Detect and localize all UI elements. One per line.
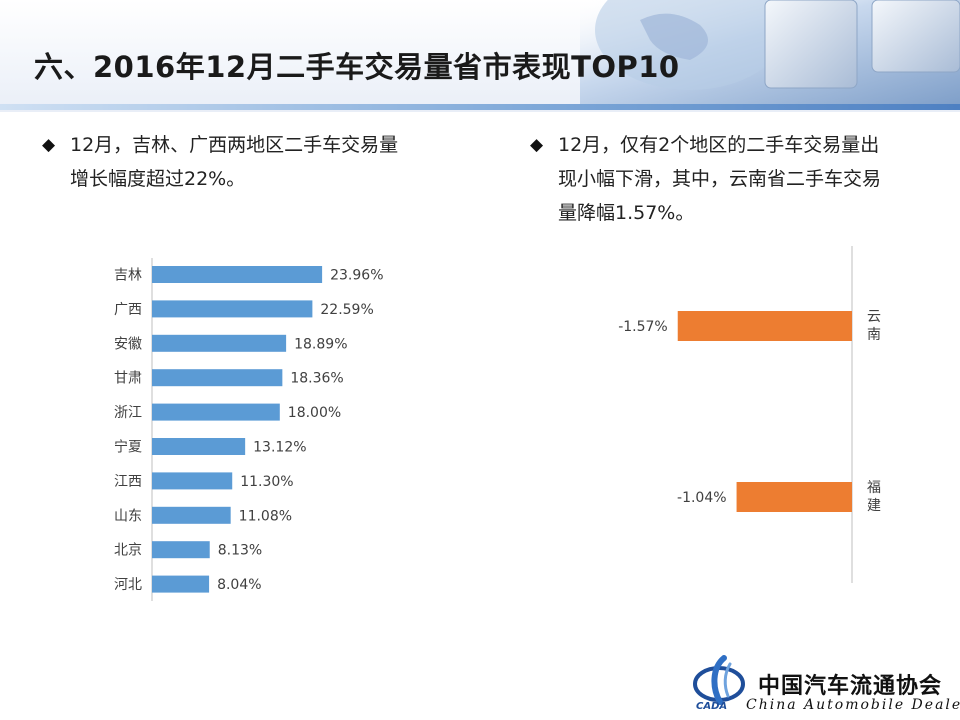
page-title: 六、2016年12月二手车交易量省市表现TOP10 — [34, 50, 680, 84]
bar — [152, 266, 323, 283]
bar — [152, 541, 210, 559]
category-tick-label: 吉林 — [114, 268, 142, 284]
category-tick-label: 浙江 — [114, 405, 142, 421]
data-label: 18.00% — [288, 405, 341, 421]
category-tick-label: 江西 — [114, 474, 142, 490]
bar — [152, 472, 233, 490]
org-name-cn: 中国汽车流通协会 — [758, 673, 943, 699]
bar — [152, 575, 210, 593]
right-bullet-line-3: 量降幅1.57%。 — [558, 202, 695, 224]
data-label: 23.96% — [330, 268, 383, 284]
diamond-bullet-icon: ◆ — [42, 135, 56, 155]
cada-logo-icon: CADA — [693, 655, 745, 710]
category-tick-label: 广西 — [114, 302, 142, 318]
data-label: 8.04% — [217, 577, 261, 593]
category-tick-label: 宁夏 — [114, 439, 142, 456]
data-label: 22.59% — [320, 302, 373, 318]
right-bullet-line-2: 现小幅下滑，其中，云南省二手车交易 — [558, 168, 882, 190]
right-bullet-line-1: 12月，仅有2个地区的二手车交易量出 — [558, 134, 880, 156]
left-bullet: ◆ 12月，吉林、广西两地区二手车交易量 增长幅度超过22%。 — [42, 128, 482, 196]
category-tick-label: 山东 — [114, 508, 142, 524]
svg-text:CADA: CADA — [696, 701, 727, 710]
data-label: 8.13% — [218, 543, 262, 559]
left-bullet-line-1: 12月，吉林、广西两地区二手车交易量 — [70, 134, 399, 156]
data-label: 13.12% — [253, 440, 306, 456]
bar — [152, 300, 313, 318]
bar — [152, 369, 283, 387]
left-bullet-line-2: 增长幅度超过22%。 — [70, 168, 246, 190]
right-bullet: ◆ 12月，仅有2个地区的二手车交易量出 现小幅下滑，其中，云南省二手车交易 量… — [530, 128, 950, 230]
category-tick-label: 河北 — [114, 577, 142, 593]
category-tick-label: 安徽 — [114, 336, 142, 352]
header-decoration — [580, 0, 960, 105]
bar — [152, 506, 231, 524]
bar — [152, 403, 280, 421]
bar — [152, 438, 246, 455]
org-name-en: China Automobile Dealers — [746, 697, 960, 713]
data-label: 18.89% — [294, 336, 347, 352]
diamond-bullet-icon: ◆ — [530, 135, 544, 155]
bar — [152, 334, 287, 352]
category-tick-label: 甘肃 — [114, 371, 142, 387]
header-divider — [0, 104, 960, 110]
data-label: 11.08% — [239, 508, 292, 524]
data-label: 18.36% — [290, 371, 343, 387]
data-label: 11.30% — [240, 474, 293, 490]
category-tick-label: 北京 — [114, 543, 142, 559]
header-banner: 六、2016年12月二手车交易量省市表现TOP10 — [0, 0, 960, 112]
